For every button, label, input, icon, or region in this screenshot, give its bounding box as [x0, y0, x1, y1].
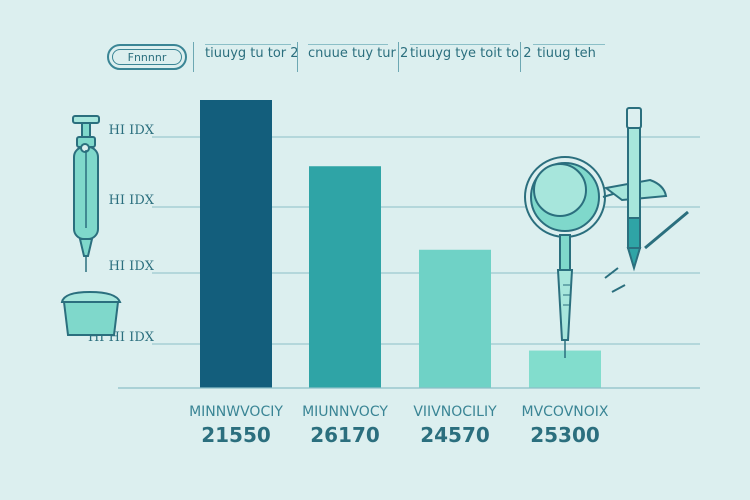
- header-tab-line: [533, 44, 605, 45]
- y-tick-label: HI IDX: [109, 123, 155, 138]
- header-tab-2[interactable]: cnuue tuy tur 2: [308, 46, 409, 61]
- y-tick-label: HI IDX: [109, 259, 155, 274]
- header-divider: [297, 42, 298, 72]
- syringe-icon: [72, 115, 100, 272]
- header-tab-1[interactable]: tiuuyg tu tor 2: [205, 46, 299, 61]
- category-labels: MINNWVOCIY MIUNNVOCY VIIVNOCILIY MVCOVNOIX: [189, 404, 609, 420]
- bar: [309, 166, 381, 388]
- header-divider: [520, 42, 521, 72]
- bar: [200, 100, 272, 388]
- header-tab-3[interactable]: tiuuyg tye toit to 2: [410, 46, 532, 61]
- y-tick-label: HI IDX: [109, 193, 155, 208]
- header-divider: [193, 42, 194, 72]
- value-labels: 21550 26170 24570 25300: [201, 423, 600, 447]
- header-tab-line: [410, 44, 510, 45]
- category-label: MINNWVOCIY: [189, 404, 283, 420]
- category-label: VIIVNOCILIY: [413, 404, 497, 420]
- value-label: 25300: [530, 423, 600, 447]
- header-tab-4[interactable]: tiuug teh: [537, 46, 596, 61]
- category-label: MVCOVNOIX: [522, 404, 609, 420]
- header-tab-line: [205, 44, 291, 45]
- value-label: 26170: [310, 423, 380, 447]
- chart-header: Fnnnnr tiuuyg tu tor 2 cnuue tuy tur 2 t…: [0, 38, 750, 78]
- pipette-icon: [556, 269, 574, 358]
- header-pill-label: Fnnnnr: [112, 49, 182, 65]
- bar: [419, 249, 491, 388]
- header-tab-line: [308, 44, 388, 45]
- bars: [200, 100, 601, 388]
- category-label: MIUNNVOCY: [302, 404, 388, 420]
- test-tube-icon: [604, 107, 689, 293]
- header-pill[interactable]: Fnnnnr: [107, 44, 187, 70]
- header-divider: [398, 42, 399, 72]
- value-label: 21550: [201, 423, 271, 447]
- petri-dish-icon: [60, 290, 122, 336]
- magnifier-icon: [524, 156, 668, 271]
- value-label: 24570: [420, 423, 490, 447]
